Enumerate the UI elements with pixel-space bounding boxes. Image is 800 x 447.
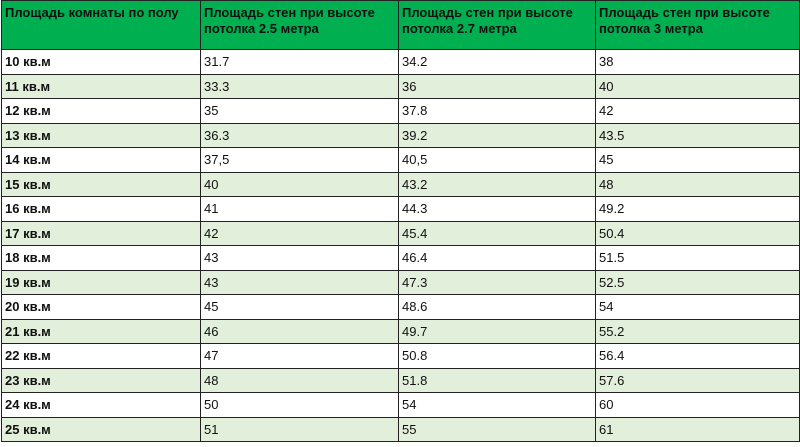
header-cell: Площадь стен при высоте потолка 3 метра	[595, 0, 800, 50]
cell: 51.5	[595, 245, 800, 271]
table-row: 11 кв.м 33.3 36 40	[1, 73, 800, 99]
cell: 48.6	[398, 294, 596, 320]
table-row: 15 кв.м 40 43.2 48	[1, 171, 800, 197]
table-row: 19 кв.м 43 47.3 52.5	[1, 269, 800, 295]
cell: 51	[200, 416, 399, 442]
cell: 46	[200, 318, 399, 344]
cell: 50.8	[398, 343, 596, 369]
cell: 41	[200, 196, 399, 222]
header-cell: Площадь стен при высоте потолка 2.7 метр…	[398, 0, 596, 50]
row-label: 10 кв.м	[1, 49, 201, 75]
cell: 43.2	[398, 171, 596, 197]
table-row: 12 кв.м 35 37.8 42	[1, 98, 800, 124]
cell: 50.4	[595, 220, 800, 246]
cell: 55	[398, 416, 596, 442]
cell: 38	[595, 49, 800, 75]
cell: 51.8	[398, 367, 596, 393]
cell: 42	[200, 220, 399, 246]
row-label: 23 кв.м	[1, 367, 201, 393]
table-row: 24 кв.м 50 54 60	[1, 392, 800, 418]
table-row: 14 кв.м 37,5 40,5 45	[1, 147, 800, 173]
table-row: 20 кв.м 45 48.6 54	[1, 294, 800, 320]
cell: 48	[200, 367, 399, 393]
cell: 36.3	[200, 122, 399, 148]
cell: 31.7	[200, 49, 399, 75]
cell: 54	[398, 392, 596, 418]
row-label: 20 кв.м	[1, 294, 201, 320]
cell: 43	[200, 245, 399, 271]
row-label: 12 кв.м	[1, 98, 201, 124]
cell: 47	[200, 343, 399, 369]
cell: 52.5	[595, 269, 800, 295]
row-label: 13 кв.м	[1, 122, 201, 148]
cell: 45	[595, 147, 800, 173]
cell: 50	[200, 392, 399, 418]
row-label: 19 кв.м	[1, 269, 201, 295]
table-row: 18 кв.м 43 46.4 51.5	[1, 245, 800, 271]
row-label: 22 кв.м	[1, 343, 201, 369]
cell: 37.8	[398, 98, 596, 124]
cell: 60	[595, 392, 800, 418]
cell: 47.3	[398, 269, 596, 295]
cell: 44.3	[398, 196, 596, 222]
cell: 40,5	[398, 147, 596, 173]
header-row: Площадь комнаты по полу Площадь стен при …	[1, 0, 800, 50]
header-cell: Площадь стен при высоте потолка 2.5 метр…	[200, 0, 399, 50]
table-row: 25 кв.м 51 55 61	[1, 416, 800, 442]
cell: 55.2	[595, 318, 800, 344]
cell: 40	[200, 171, 399, 197]
cell: 36	[398, 73, 596, 99]
cell: 49.7	[398, 318, 596, 344]
cell: 61	[595, 416, 800, 442]
cell: 56.4	[595, 343, 800, 369]
cell: 54	[595, 294, 800, 320]
cell: 42	[595, 98, 800, 124]
cell: 46.4	[398, 245, 596, 271]
cell: 57.6	[595, 367, 800, 393]
cell: 49.2	[595, 196, 800, 222]
row-label: 17 кв.м	[1, 220, 201, 246]
table-row: 22 кв.м 47 50.8 56.4	[1, 343, 800, 369]
table-row: 21 кв.м 46 49.7 55.2	[1, 318, 800, 344]
row-label: 21 кв.м	[1, 318, 201, 344]
row-label: 15 кв.м	[1, 171, 201, 197]
row-label: 16 кв.м	[1, 196, 201, 222]
row-label: 11 кв.м	[1, 73, 201, 99]
row-label: 18 кв.м	[1, 245, 201, 271]
table-row: 23 кв.м 48 51.8 57.6	[1, 367, 800, 393]
table-body: 10 кв.м 31.7 34.2 38 11 кв.м 33.3 36 40 12 кв.м 3…	[1, 49, 800, 442]
table-row: 10 кв.м 31.7 34.2 38	[1, 49, 800, 75]
cell: 35	[200, 98, 399, 124]
cell: 40	[595, 73, 800, 99]
cell: 43.5	[595, 122, 800, 148]
cell: 48	[595, 171, 800, 197]
header-cell: Площадь комнаты по полу	[1, 0, 201, 50]
row-label: 25 кв.м	[1, 416, 201, 442]
cell: 37,5	[200, 147, 399, 173]
table-row: 16 кв.м 41 44.3 49.2	[1, 196, 800, 222]
table-row: 13 кв.м 36.3 39.2 43.5	[1, 122, 800, 148]
cell: 34.2	[398, 49, 596, 75]
cell: 45	[200, 294, 399, 320]
cell: 33.3	[200, 73, 399, 99]
row-label: 14 кв.м	[1, 147, 201, 173]
table-row: 17 кв.м 42 45.4 50.4	[1, 220, 800, 246]
cell: 39.2	[398, 122, 596, 148]
cell: 43	[200, 269, 399, 295]
row-label: 24 кв.м	[1, 392, 201, 418]
cell: 45.4	[398, 220, 596, 246]
